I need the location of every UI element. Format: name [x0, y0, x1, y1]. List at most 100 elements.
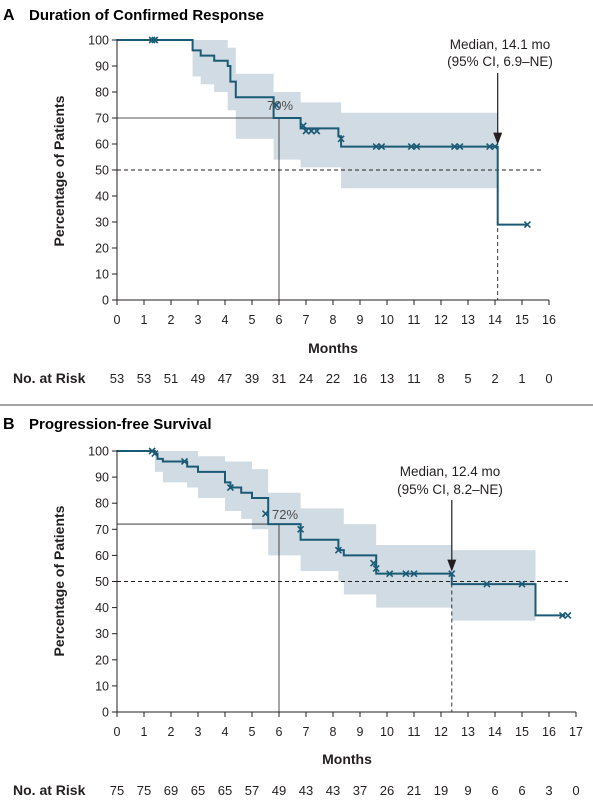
- x-tick-label: 12: [434, 313, 448, 327]
- y-tick-label: 70: [95, 523, 109, 537]
- panel-b-reference-lines: [117, 523, 568, 712]
- risk-value: 26: [380, 783, 394, 798]
- x-tick-label: 16: [542, 725, 556, 739]
- panel-a-median-arrow: [493, 73, 503, 145]
- censor-mark: [564, 611, 572, 619]
- risk-value: 19: [434, 783, 448, 798]
- censor-mark: [369, 559, 378, 567]
- risk-value: 11: [407, 371, 421, 386]
- panel-b-km-curve-group: [117, 450, 566, 617]
- censor-mark: [518, 580, 526, 588]
- risk-value: 37: [353, 783, 367, 798]
- panel-a-risk-values: 53 53 51 49 47 39 31 24 22 16 13 11 8 5 2 1 0: [110, 371, 553, 386]
- risk-value: 53: [110, 371, 124, 386]
- panel-a-median-line-2: (95% CI, 6.9–NE): [447, 54, 553, 69]
- panel-a-ci-band: [117, 40, 498, 189]
- risk-value: 39: [245, 371, 259, 386]
- risk-value: 31: [272, 371, 286, 386]
- censor-mark: [372, 564, 380, 573]
- risk-value: 65: [191, 783, 205, 798]
- panel-a-median-line-1: Median, 14.1 mo: [450, 37, 551, 52]
- y-tick-label: 50: [95, 164, 109, 178]
- x-tick-label: 5: [249, 725, 256, 739]
- censor-mark: [151, 36, 159, 44]
- panel-a-y-ticks: 0 10 20 30 40 50 60 70 80 90 100: [88, 34, 117, 308]
- panel-a-title: Duration of Confirmed Response: [29, 7, 264, 24]
- y-tick-label: 80: [95, 497, 109, 511]
- x-tick-label: 17: [569, 725, 583, 739]
- panel-a-x-axis-label: Months: [308, 340, 358, 356]
- x-tick-label: 4: [222, 725, 229, 739]
- risk-value: 57: [245, 783, 259, 798]
- y-tick-label: 100: [88, 34, 109, 48]
- x-tick-label: 15: [515, 313, 529, 327]
- risk-value: 8: [437, 371, 444, 386]
- censor-mark: [313, 127, 321, 135]
- x-tick-label: 9: [357, 725, 364, 739]
- x-tick-label: 6: [276, 313, 283, 327]
- y-tick-label: 90: [95, 471, 109, 485]
- x-tick-label: 2: [168, 725, 175, 739]
- panel-a-risk-table-label: No. at Risk: [13, 370, 86, 386]
- x-tick-label: 11: [408, 313, 421, 327]
- ci-band-area: [117, 451, 536, 621]
- x-tick-label: 7: [303, 725, 310, 739]
- risk-value: 1: [518, 371, 525, 386]
- censor-mark: [302, 127, 310, 135]
- x-tick-label: 0: [114, 313, 121, 327]
- x-tick-label: 12: [434, 725, 448, 739]
- panel-a-point-label: 70%: [267, 98, 293, 113]
- risk-value: 24: [299, 371, 313, 386]
- panel-b-letter: B: [3, 416, 15, 433]
- censor-mark: [486, 143, 494, 151]
- censor-mark: [297, 525, 305, 533]
- censor-mark: [450, 143, 459, 151]
- x-tick-label: 10: [380, 725, 394, 739]
- x-tick-label: 2: [168, 313, 175, 327]
- censor-mark: [491, 143, 499, 151]
- panel-b-x-axis-label: Months: [322, 751, 372, 767]
- censor-mark: [180, 457, 189, 466]
- risk-value: 6: [518, 783, 525, 798]
- panel-b-risk-table-label: No. at Risk: [13, 782, 86, 798]
- panel-b-median-line-2: (95% CI, 8.2–NE): [397, 482, 503, 497]
- panel-b-ci-band: [117, 451, 536, 621]
- y-tick-label: 10: [95, 679, 109, 693]
- censor-mark: [402, 570, 410, 578]
- panel-b-point-label: 72%: [272, 507, 298, 522]
- x-tick-label: 14: [488, 313, 502, 327]
- y-tick-label: 0: [102, 294, 109, 308]
- censor-mark: [299, 122, 307, 130]
- censor-mark: [448, 570, 456, 578]
- censor-mark: [413, 143, 421, 151]
- risk-value: 43: [299, 783, 313, 798]
- panel-b-risk-values: 75 75 69 65 65 57 49 43 43 37 26 21 19 9 6 6 3 0: [110, 783, 580, 798]
- ci-band-area: [117, 40, 498, 189]
- risk-value: 49: [272, 783, 286, 798]
- x-tick-label: 16: [542, 313, 556, 327]
- censor-mark: [558, 611, 567, 619]
- x-tick-label: 13: [461, 725, 475, 739]
- risk-value: 51: [164, 371, 178, 386]
- y-tick-label: 50: [95, 575, 109, 589]
- median-arrow-head: [493, 132, 503, 145]
- panel-b-title: Progression-free Survival: [29, 416, 212, 433]
- x-tick-label: 3: [195, 313, 202, 327]
- censor-mark: [386, 570, 394, 578]
- panel-b-median-arrow: [447, 500, 457, 572]
- censor-mark: [334, 546, 342, 554]
- risk-value: 75: [110, 783, 124, 798]
- risk-value: 2: [491, 371, 498, 386]
- y-tick-label: 40: [95, 601, 109, 615]
- censor-mark: [410, 570, 418, 578]
- y-tick-label: 20: [95, 242, 109, 256]
- x-tick-label: 0: [114, 725, 121, 739]
- x-tick-label: 14: [488, 725, 502, 739]
- y-tick-label: 0: [102, 706, 109, 720]
- panel-b-y-axis-label: Percentage of Patients: [51, 505, 67, 656]
- risk-value: 3: [545, 783, 552, 798]
- risk-value: 13: [380, 371, 394, 386]
- y-tick-label: 100: [88, 445, 109, 459]
